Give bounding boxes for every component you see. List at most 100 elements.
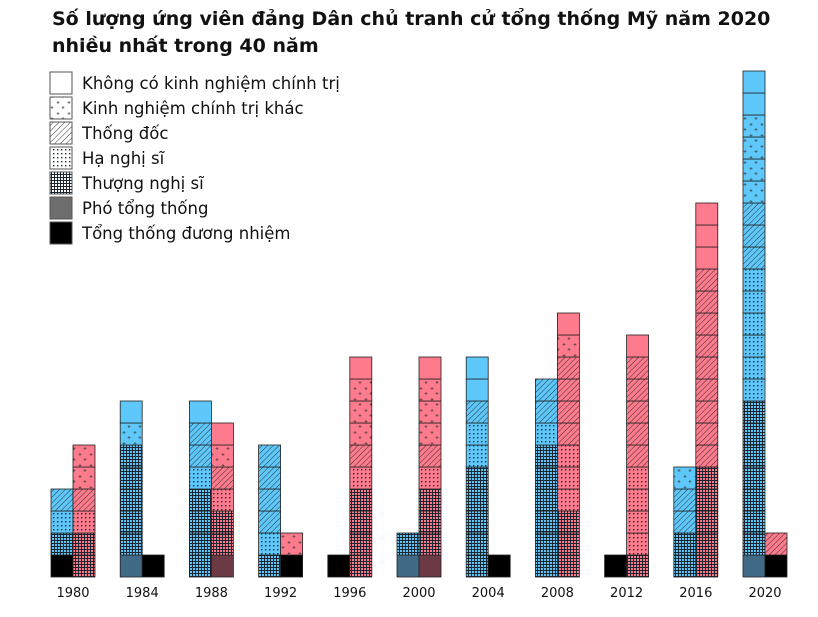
- square-r-1996-G: [349, 444, 373, 468]
- square-r-2016-G: [695, 312, 719, 336]
- square-d-2004-S: [465, 510, 489, 534]
- square-r-2016-N: [695, 246, 719, 270]
- square-d-2020-O: [742, 114, 766, 138]
- square-r-1996-S: [349, 510, 373, 534]
- square-d-2020-H: [742, 334, 766, 358]
- square-r-2012-H: [626, 466, 649, 490]
- square-d-2016-G: [673, 510, 697, 534]
- square-r-1988-H: [210, 488, 234, 512]
- square-r-1988-S: [210, 510, 234, 534]
- square-r-2008-S: [557, 532, 580, 556]
- square-r-1996-H: [349, 466, 373, 490]
- x-tick-label: 2016: [679, 586, 712, 601]
- square-r-1980-G: [72, 488, 96, 512]
- x-tick-label: 2012: [610, 586, 643, 601]
- square-r-2016-N: [695, 224, 719, 248]
- square-d-1992-G: [258, 466, 282, 490]
- legend-swatch: [49, 71, 73, 95]
- square-r-1996-S: [349, 488, 373, 512]
- square-r-2000-G: [418, 444, 442, 468]
- square-d-2016-S: [673, 532, 697, 556]
- legend-swatch: [49, 96, 73, 120]
- square-d-2020-O: [742, 158, 766, 182]
- square-d-1984-S: [119, 488, 143, 512]
- square-r-1996-O: [349, 400, 373, 424]
- square-d-1996-P: [327, 554, 351, 578]
- square-r-2008-G: [557, 378, 580, 402]
- square-d-1988-S: [188, 488, 212, 512]
- square-d-2004-S: [465, 488, 489, 512]
- square-d-2020-S: [742, 422, 766, 446]
- square-r-2016-S: [695, 466, 719, 490]
- square-d-1984-S: [119, 532, 143, 556]
- square-d-2020-S: [742, 488, 766, 512]
- square-r-2008-S: [557, 554, 580, 578]
- square-d-2016-S: [673, 554, 697, 578]
- square-r-2008-N: [557, 312, 580, 336]
- x-tick-label: 1980: [56, 586, 89, 601]
- chart-title: Số lượng ứng viên đảng Dân chủ tranh cử …: [52, 8, 771, 57]
- square-d-2020-S: [742, 444, 766, 468]
- square-d-1988-S: [188, 554, 212, 578]
- square-r-2012-H: [626, 510, 649, 534]
- square-r-1996-O: [349, 378, 373, 402]
- square-d-2008-G: [535, 400, 558, 424]
- square-d-2008-S: [535, 532, 558, 556]
- square-d-2020-H: [742, 268, 766, 292]
- square-d-2020-N: [742, 70, 766, 94]
- square-r-1988-O: [210, 444, 234, 468]
- legend-swatch: [49, 121, 73, 145]
- square-d-1984-N: [119, 400, 143, 424]
- square-r-2012-G: [626, 356, 649, 380]
- square-d-1988-S: [188, 510, 212, 534]
- square-d-1984-V: [119, 554, 143, 578]
- square-d-2004-S: [465, 532, 489, 556]
- square-r-2008-G: [557, 400, 580, 424]
- square-d-1992-G: [258, 510, 282, 534]
- square-d-2016-G: [673, 488, 697, 512]
- square-r-1980-H: [72, 510, 96, 534]
- square-r-1996-N: [349, 356, 373, 380]
- square-d-2008-S: [535, 444, 558, 468]
- square-d-2020-V: [742, 554, 766, 578]
- square-r-2012-G: [626, 400, 649, 424]
- square-r-2016-G: [695, 268, 719, 292]
- square-r-2016-S: [695, 510, 719, 534]
- square-r-1988-N: [210, 422, 234, 446]
- square-d-2008-S: [535, 466, 558, 490]
- legend-item-V: Phó tổng thống: [49, 196, 208, 220]
- square-d-2004-S: [465, 554, 489, 578]
- square-d-1988-S: [188, 532, 212, 556]
- square-d-1980-G: [50, 488, 74, 512]
- x-tick-label: 1996: [333, 586, 366, 601]
- square-r-1992-P: [280, 554, 304, 578]
- square-r-2000-O: [418, 378, 442, 402]
- legend-label: Kinh nghiệm chính trị khác: [82, 99, 304, 118]
- legend-item-G: Thống đốc: [49, 121, 168, 145]
- legend-label: Tổng thống đương nhiệm: [81, 224, 290, 243]
- square-r-2016-S: [695, 488, 719, 512]
- square-r-2008-G: [557, 356, 580, 380]
- square-d-2016-O: [673, 466, 697, 490]
- square-r-2008-O: [557, 334, 580, 358]
- square-r-2020-P: [764, 554, 788, 578]
- x-tick-label: 2004: [472, 586, 505, 601]
- square-d-1984-O: [119, 422, 143, 446]
- square-d-1980-H: [50, 510, 74, 534]
- square-d-2020-H: [742, 356, 766, 380]
- square-d-2004-H: [465, 422, 489, 446]
- square-r-2004-P: [487, 554, 511, 578]
- square-r-2008-S: [557, 510, 580, 534]
- legend-swatch: [49, 196, 73, 220]
- square-r-2008-G: [557, 422, 580, 446]
- legend-item-H: Hạ nghị sĩ: [49, 146, 165, 170]
- square-r-1996-S: [349, 532, 373, 556]
- square-r-2016-G: [695, 422, 719, 446]
- square-d-2008-H: [535, 422, 558, 446]
- square-d-2000-V: [396, 554, 420, 578]
- square-d-2004-N: [465, 378, 489, 402]
- square-d-2020-O: [742, 180, 766, 204]
- legend-item-N: Không có kinh nghiệm chính trị: [49, 71, 340, 95]
- square-d-2008-S: [535, 510, 558, 534]
